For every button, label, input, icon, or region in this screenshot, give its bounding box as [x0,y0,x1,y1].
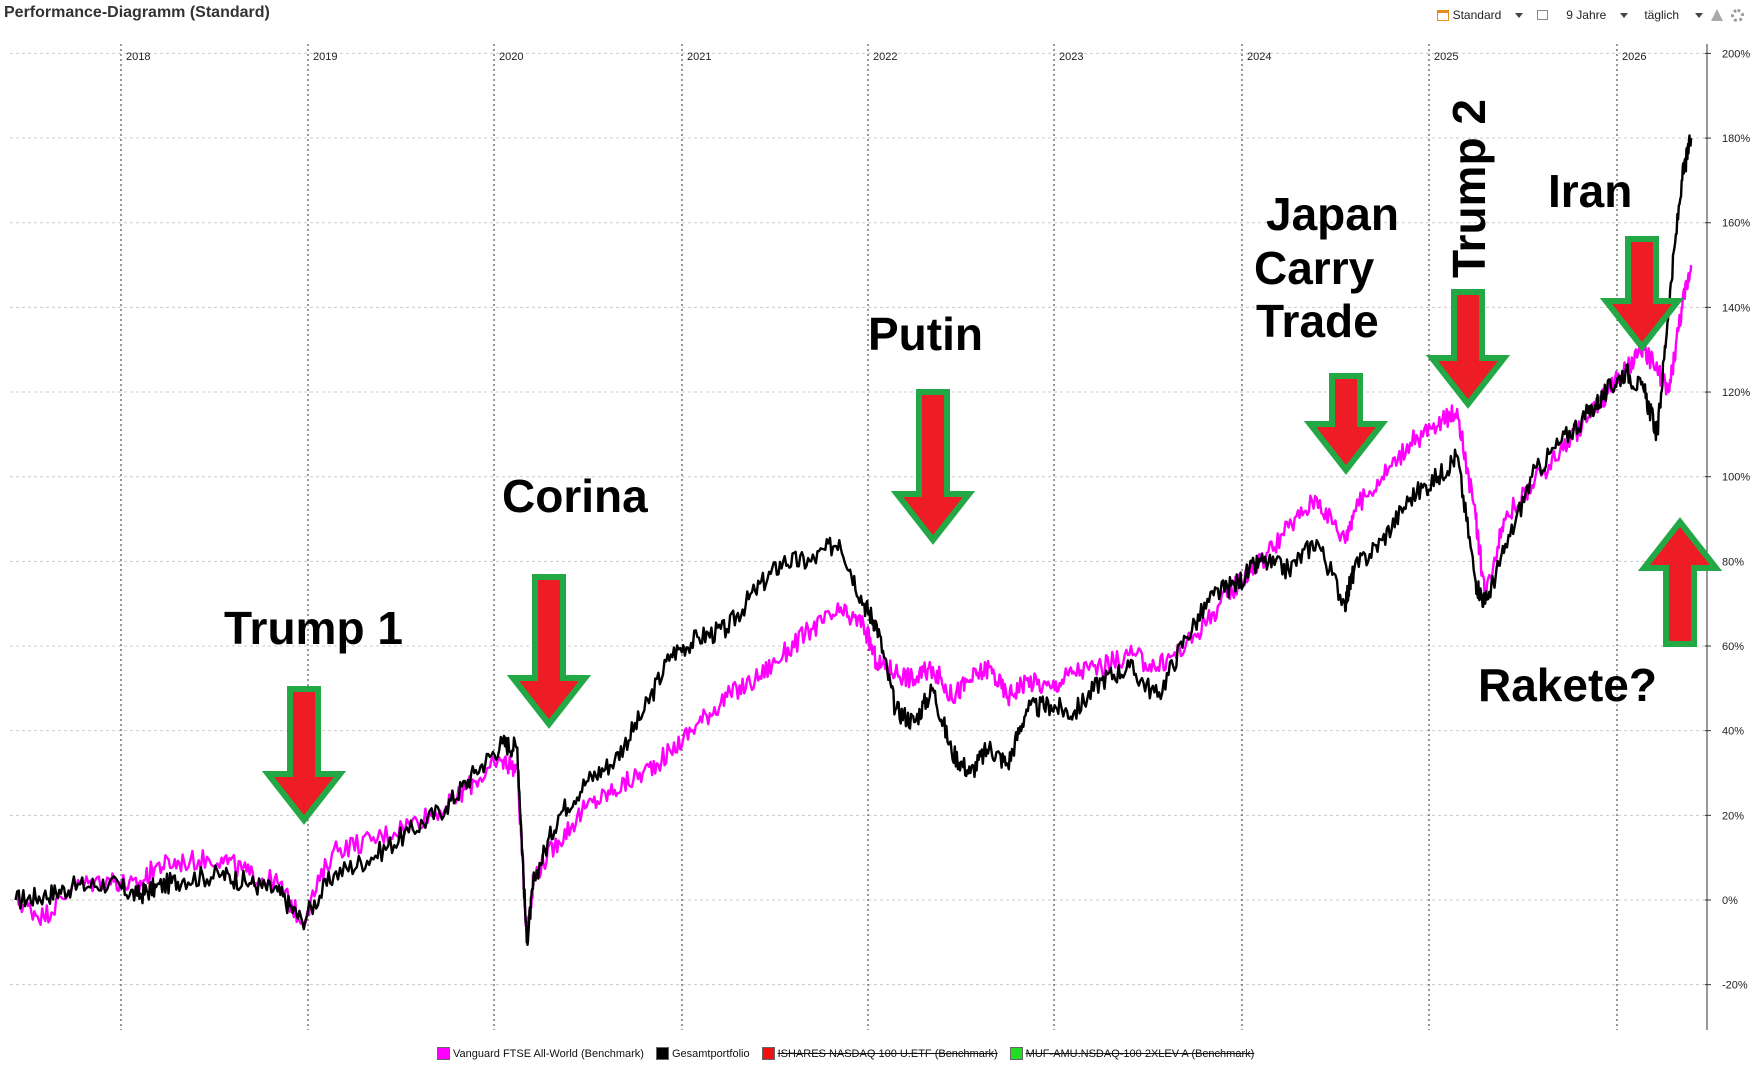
annotation-rakete: Rakete? [1478,659,1657,711]
y-tick-label: -20% [1722,980,1748,992]
y-tick-label: 180% [1722,133,1750,145]
annotation-japan-line1: Japan [1266,188,1399,240]
x-tick-label: 2022 [873,51,897,63]
y-tick-label: 100% [1722,472,1750,484]
arrow-iran [1599,236,1685,352]
export-icon[interactable] [1711,9,1723,21]
series-line-vanguard [14,265,1693,940]
legend-item[interactable]: MUF-AMU.NSDAQ-100 2XLEV A (Benchmark) [1009,1047,1255,1060]
annotation-japan-line2: Carry [1254,242,1375,294]
annotation-arrows [261,236,1723,825]
x-axis-ticks: 2018 2019 2020 2021 2022 2023 2024 2025 2026 [126,51,1646,63]
legend-swatch [761,1047,775,1060]
y-tick-label: 80% [1722,556,1744,568]
x-tick-label: 2018 [126,51,150,63]
y-tick-label: 20% [1722,810,1744,822]
y-tick-label: 0% [1722,895,1738,907]
x-tick-label: 2024 [1247,51,1271,63]
legend-swatch [437,1047,450,1060]
arrow-corina [506,574,592,729]
annotation-trump2: Trump 2 [1443,99,1495,278]
annotation-putin: Putin [868,308,983,360]
chevron-down-icon [1695,12,1703,18]
x-tick-label: 2026 [1622,51,1646,63]
y-tick-label: 200% [1722,48,1750,60]
arrow-putin [890,389,976,545]
series-lines [14,134,1693,946]
y-tick-label: 60% [1722,641,1744,653]
chevron-down-icon [1515,12,1524,18]
calendar-icon [1436,9,1449,21]
annotations: Trump 1 Corina Putin Japan Carry Trade T… [224,99,1657,711]
legend-label: Gesamtportfolio [671,1047,750,1060]
interval-select[interactable]: täglich [1644,8,1703,22]
x-tick-label: 2023 [1059,51,1083,63]
y-tick-label: 160% [1722,218,1750,230]
y-axis-ticks: 200% 180% 160% 140% 120% 100% 80% 60% 40% 20% 0% -2… [1705,48,1750,992]
arrow-japan [1303,373,1389,475]
y-tick-label: 40% [1722,726,1744,738]
view-select-label: Standard [1452,8,1502,22]
legend-item[interactable]: Vanguard FTSE All-World (Benchmark) [437,1047,644,1060]
y-tick-label: 140% [1722,302,1750,314]
y-tick-label: 120% [1722,387,1750,399]
legend-label: MUF-AMU.NSDAQ-100 2XLEV A (Benchmark) [1025,1047,1255,1060]
x-tick-label: 2020 [499,51,523,63]
performance-chart: 2018 2019 2020 2021 2022 2023 2024 2025 2026 200… [10,44,1750,1030]
window-icon[interactable] [1537,10,1549,20]
legend-label: Vanguard FTSE All-World (Benchmark) [453,1047,644,1060]
annotation-trump1: Trump 1 [224,602,403,654]
series-line-gesamtportfolio [14,134,1693,946]
chart-title: Performance-Diagramm (Standard) [4,4,270,21]
annotation-iran: Iran [1548,165,1632,217]
legend-item[interactable]: Gesamtportfolio [655,1047,750,1060]
arrow-trump1 [261,686,347,825]
chevron-down-icon [1620,12,1629,18]
view-select[interactable]: Standard [1436,8,1524,22]
annotation-corina: Corina [502,470,648,522]
legend-swatch [1009,1047,1023,1060]
chart-grid [10,44,1708,1030]
arrow-rakete [1637,517,1723,647]
chart-legend: Vanguard FTSE All-World (Benchmark) Gesam… [437,1047,1254,1060]
annotation-japan-line3: Trade [1256,295,1379,347]
arrow-trump2 [1425,289,1511,409]
x-tick-label: 2021 [687,51,711,63]
interval-select-label: täglich [1644,8,1679,22]
gear-icon[interactable] [1731,8,1744,22]
range-select[interactable]: 9 Jahre [1566,8,1629,22]
range-select-label: 9 Jahre [1566,8,1607,22]
legend-item[interactable]: ISHARES NASDAQ 100 U.ETF (Benchmark) [761,1047,998,1060]
chart-toolbar: Standard 9 Jahre täglich [1436,8,1744,22]
x-tick-label: 2025 [1434,51,1458,63]
legend-label: ISHARES NASDAQ 100 U.ETF (Benchmark) [777,1047,998,1060]
x-tick-label: 2019 [313,51,337,63]
legend-swatch [655,1047,669,1060]
